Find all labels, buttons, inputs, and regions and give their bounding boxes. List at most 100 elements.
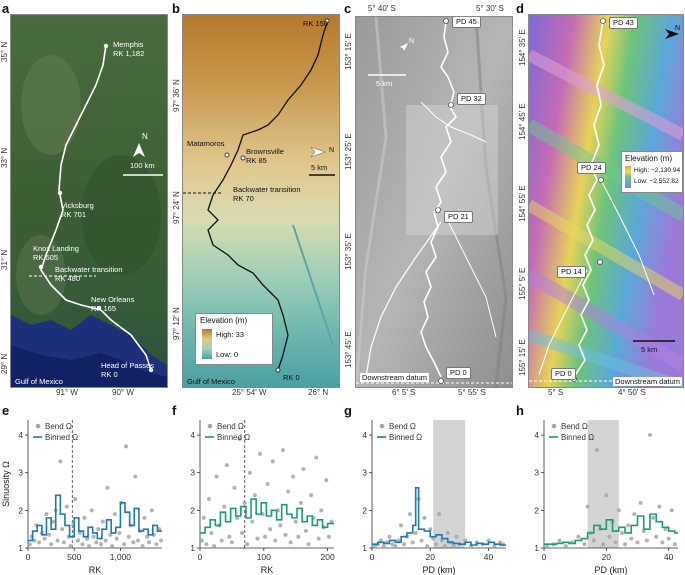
north-arrow-label-a: N [142, 132, 148, 141]
site-label-rk0-b: RK 0 [283, 373, 300, 382]
bend-point-f [206, 497, 211, 502]
bend-point-h [657, 504, 662, 509]
bend-point-h [660, 540, 665, 545]
bend-point-f [232, 485, 237, 490]
bend-point-g [381, 544, 386, 549]
bend-point-f [237, 436, 242, 441]
river-a [40, 44, 152, 371]
lon-tick-a-2: 90° W [112, 388, 134, 397]
pd-label-c-32: PD 32 [457, 93, 486, 105]
bend-point-e [37, 540, 42, 545]
channel-branch-c-3 [420, 101, 487, 143]
y-tick-label-e: 1 [18, 543, 23, 553]
shaded-region-h [587, 420, 619, 548]
lat-tick-a-4: 29° N [0, 353, 9, 374]
legend-high-b: High: 33 [216, 330, 244, 339]
y-tick-label-f: 4 [190, 430, 195, 440]
bend-point-g [396, 538, 401, 543]
bend-point-f [329, 519, 334, 524]
shaded-region-g [433, 420, 466, 548]
y-tick-label-e: 4 [18, 430, 23, 440]
site-label-backwater-a: Backwater transition RK 480 [55, 265, 123, 283]
site-label-vicksburg: Vicksburg RK 701 [61, 201, 94, 219]
bend-point-f [278, 523, 283, 528]
map-d-elevation [529, 15, 683, 387]
lon-tick-b-1: 25° 54′ W [232, 388, 267, 397]
pd-label-d-24: PD 24 [577, 162, 606, 174]
lat-tick-b-2: 97° 24′ N [172, 191, 181, 224]
site-label-rk150: RK 150 [303, 19, 329, 28]
bend-point-f [309, 493, 314, 498]
bend-point-e [133, 474, 138, 479]
bend-point-g [393, 544, 398, 549]
bend-point-f [212, 544, 217, 549]
bend-point-f [214, 474, 219, 479]
y-tick-label-h: 2 [534, 505, 539, 515]
bend-point-g [445, 530, 450, 535]
map-c-seafloor: PD 45 PD 32 PD 21 PD 0 5 km N Downstream… [355, 16, 513, 388]
lat-tick-b-1: 97° 36′ N [172, 79, 181, 112]
y-tick-label-h: 1 [534, 543, 539, 553]
bend-point-h [638, 500, 643, 505]
lat-tick-c-1: 153° 15′ E [344, 33, 353, 70]
x-tick-label-h: 0 [542, 552, 547, 562]
bend-point-h [623, 542, 628, 547]
bend-point-g [378, 538, 383, 543]
bend-point-e [105, 485, 110, 490]
channel-branch-d-1 [600, 179, 655, 296]
panel-label-a: a [2, 1, 10, 16]
legend-bend-marker-g [379, 423, 385, 429]
bend-point-e [126, 534, 131, 539]
bend-point-g [437, 512, 441, 517]
bend-point-f [314, 455, 319, 460]
lat-tick-d-3: 154° 55′ E [518, 185, 527, 222]
bend-point-f [296, 534, 301, 539]
pd-label-d-0: PD 0 [551, 368, 576, 380]
bend-point-f [209, 530, 214, 535]
bend-point-h [557, 538, 562, 543]
bend-point-e [85, 536, 90, 541]
bend-point-e [114, 536, 119, 541]
bend-point-e [96, 527, 101, 532]
binned-line-h [544, 513, 678, 546]
y-tick-label-f: 2 [190, 505, 195, 515]
bend-point-f [250, 519, 255, 524]
bend-point-f [224, 463, 229, 468]
y-tick-label-e: 3 [18, 468, 23, 478]
bend-point-h [669, 508, 674, 513]
bend-point-e [75, 538, 80, 543]
bend-point-g [425, 544, 430, 549]
lon-bottom-tick-c-1: 6° 5′ S [392, 388, 416, 397]
x-tick-label-h: 20 [602, 552, 612, 562]
site-label-new-orleans: New Orleans RK 165 [91, 295, 135, 313]
y-tick-label-e: 2 [18, 505, 23, 515]
lat-tick-a-1: 35° N [0, 41, 9, 62]
sea-label-a: Gulf of Mexico [15, 377, 63, 386]
bend-point-h [644, 538, 649, 543]
bend-point-h [616, 508, 621, 513]
pd-label-d-43: PD 43 [609, 17, 638, 29]
bend-point-e [42, 536, 47, 541]
bend-point-h [626, 523, 631, 528]
scale-bar-label-c: 5 km [376, 79, 393, 88]
channel-branch-c-2 [445, 216, 497, 338]
bend-point-e [147, 540, 152, 545]
binned-line-g [372, 486, 506, 546]
lon-tick-a-1: 91° W [56, 388, 78, 397]
site-label-head-of-passes: Head of Passes RK 0 [101, 361, 154, 379]
bend-point-h [663, 527, 668, 532]
x-tick-label-e: 1,000 [110, 552, 132, 562]
panel-label-e: e [2, 403, 10, 418]
bend-point-g [498, 540, 503, 545]
north-arrow-label-c: N [409, 38, 415, 45]
bend-point-f [263, 534, 268, 539]
map-b-rio-grande: RK 150 Matamoros Brownsville RK 85 Backwa… [182, 14, 340, 388]
bend-point-e [68, 544, 73, 549]
bend-point-f [303, 529, 308, 534]
lat-tick-c-3: 153° 35′ E [344, 233, 353, 270]
bend-point-g [413, 530, 418, 535]
bend-point-e [108, 532, 113, 537]
legend-binned-label-h: Binned Ω [561, 433, 594, 442]
bend-point-h [666, 536, 671, 541]
legend-binned-label-e: Binned Ω [45, 433, 78, 442]
